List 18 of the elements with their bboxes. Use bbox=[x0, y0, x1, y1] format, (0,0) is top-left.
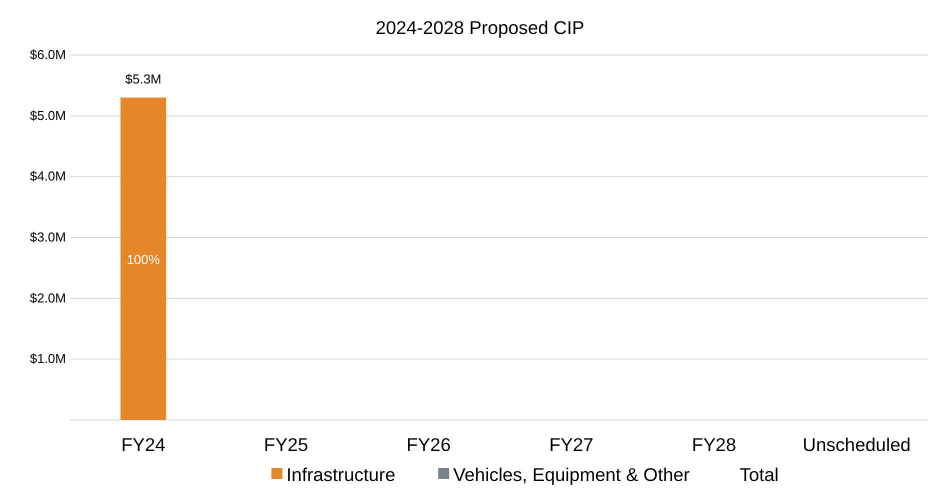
x-tick-label: FY25 bbox=[264, 434, 308, 455]
y-tick-label: $5.0M bbox=[30, 108, 66, 123]
y-tick-label: $2.0M bbox=[30, 290, 66, 306]
legend-label: Vehicles, Equipment & Other bbox=[453, 464, 690, 485]
chart-title: 2024-2028 Proposed CIP bbox=[376, 17, 584, 38]
x-tick-label: FY24 bbox=[121, 434, 166, 455]
total-label: $5.3M bbox=[125, 72, 162, 87]
legend-label: Infrastructure bbox=[286, 464, 396, 485]
x-tick-label: Unscheduled bbox=[802, 434, 911, 455]
annotation: 100% bbox=[126, 252, 160, 267]
y-tick-label: $1.0M bbox=[30, 351, 66, 366]
text: Total bbox=[740, 464, 779, 485]
y-tick-label: $3.0M bbox=[30, 230, 66, 244]
x-tick-label: FY26 bbox=[406, 434, 451, 455]
y-tick-label: $4.0M bbox=[30, 168, 66, 184]
x-tick-label: FY27 bbox=[549, 434, 594, 455]
x-tick-label: FY28 bbox=[692, 434, 736, 455]
y-tick-label: $6.0M bbox=[30, 47, 66, 62]
